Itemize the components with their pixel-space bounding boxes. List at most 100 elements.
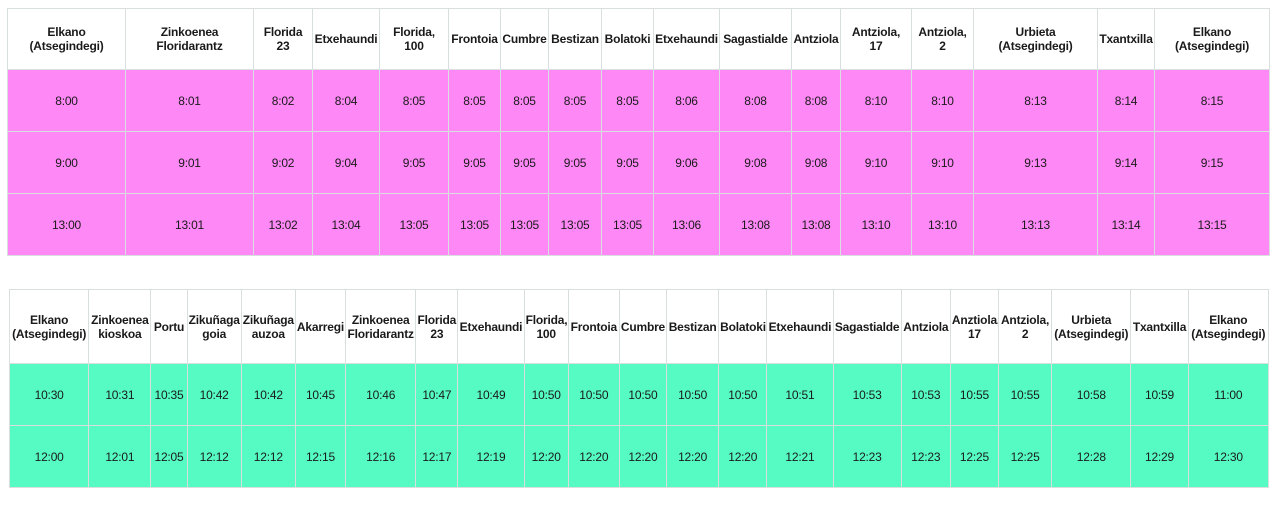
departure-time-cell: 9:15 (1154, 131, 1270, 194)
departure-time-cell: 12:28 (1051, 425, 1132, 488)
departure-time-cell: 9:10 (911, 131, 974, 194)
departure-time-cell: 10:35 (150, 363, 188, 426)
departure-time-cell: 8:14 (1097, 69, 1155, 132)
stop-name-header: Etxehaundi (312, 8, 380, 70)
departure-time-cell: 8:05 (601, 69, 654, 132)
departure-time-cell: 9:10 (840, 131, 912, 194)
departure-time-cell: 12:20 (523, 425, 569, 488)
timetable-morning: Elkano (Atsegindegi) Zinkoenea Floridaran… (7, 8, 1270, 256)
departure-time-cell: 9:06 (653, 131, 720, 194)
departure-time-cell: 9:00 (7, 131, 126, 194)
departure-time-cell: 12:21 (766, 425, 834, 488)
departure-time-cell: 10:55 (949, 363, 1000, 426)
stop-name-header: Antziola, 17 (840, 8, 912, 70)
departure-time-cell: 12:17 (415, 425, 459, 488)
stop-name-header: Txantxilla (1130, 289, 1189, 364)
stop-name-header: Elkano (Atsegindegi) (1187, 289, 1270, 364)
stop-name-header: Urbieta (Atsegindegi) (973, 8, 1098, 70)
stop-name-header: Antziola, 2 (911, 8, 974, 70)
departure-time-cell: 12:00 (8, 425, 90, 488)
departure-time-cell: 8:13 (973, 69, 1098, 132)
departure-time-cell: 12:16 (345, 425, 417, 488)
departure-time-cell: 12:29 (1130, 425, 1189, 488)
departure-time-cell: 13:05 (448, 193, 501, 256)
stop-name-header: Urbieta (Atsegindegi) (1051, 289, 1132, 364)
departure-time-cell: 9:02 (253, 131, 313, 194)
departure-time-cell: 12:23 (832, 425, 902, 488)
departure-time-cell: 9:13 (973, 131, 1098, 194)
departure-time-cell: 12:20 (618, 425, 668, 488)
departure-time-cell: 12:20 (718, 425, 768, 488)
stop-name-header: Florida 23 (253, 8, 313, 70)
departure-time-cell: 8:01 (125, 69, 254, 132)
departure-time-cell: 10:50 (523, 363, 569, 426)
departure-time-cell: 10:58 (1051, 363, 1132, 426)
departure-row: 8:00 8:01 8:02 8:04 8:05 8:05 8:05 8:05 8:05 8:06… (7, 69, 1270, 132)
departure-row: 12:00 12:01 12:05 12:12 12:12 12:15 12:16 12:17… (8, 425, 1270, 488)
stop-name-header: Zikuñaga goia (186, 289, 242, 364)
departures-body: 10:30 10:31 10:35 10:42 10:42 10:45 10:46 10:47… (8, 363, 1270, 488)
stop-name-header: Txantxilla (1097, 8, 1155, 70)
departure-time-cell: 10:50 (567, 363, 620, 426)
stop-name-header: Cumbre (500, 8, 549, 70)
departure-time-cell: 9:08 (719, 131, 792, 194)
departure-time-cell: 10:42 (240, 363, 296, 426)
departure-time-cell: 8:00 (7, 69, 126, 132)
stop-name-header: Zinkoenea Floridarantz (125, 8, 254, 70)
stop-name-header: Portu (150, 289, 188, 364)
stop-name-header: Frontoia (567, 289, 620, 364)
timetable-midday: Elkano (Atsegindegi) Zinkoenea kioskoa Por… (8, 289, 1270, 488)
stop-name-header: Zinkoenea Floridarantz (345, 289, 417, 364)
departure-row: 13:00 13:01 13:02 13:04 13:05 13:05 13:05 13:05… (7, 193, 1270, 256)
departure-time-cell: 8:10 (911, 69, 974, 132)
departure-time-cell: 10:49 (457, 363, 525, 426)
departure-time-cell: 8:04 (312, 69, 380, 132)
departure-time-cell: 8:05 (500, 69, 549, 132)
stop-name-header: Florida, 100 (379, 8, 449, 70)
departure-time-cell: 9:05 (548, 131, 602, 194)
departure-row: 9:00 9:01 9:02 9:04 9:05 9:05 9:05 9:05 9:05 9:06… (7, 131, 1270, 194)
stops-header-row: Elkano (Atsegindegi) Zinkoenea kioskoa Por… (8, 289, 1270, 364)
header-row: Elkano (Atsegindegi) Zinkoenea Floridaran… (7, 8, 1270, 70)
stop-name-header: Bolatoki (601, 8, 654, 70)
departure-time-cell: 13:00 (7, 193, 126, 256)
departure-time-cell: 10:59 (1130, 363, 1189, 426)
departure-time-cell: 8:06 (653, 69, 720, 132)
stop-name-header: Florida 23 (415, 289, 459, 364)
stop-name-header: Florida, 100 (523, 289, 569, 364)
stop-name-header: Anztiola, 17 (949, 289, 1000, 364)
departure-time-cell: 10:30 (8, 363, 90, 426)
departure-row: 10:30 10:31 10:35 10:42 10:42 10:45 10:46 10:47… (8, 363, 1270, 426)
stop-name-header: Antziola (791, 8, 841, 70)
stop-name-header: Elkano (Atsegindegi) (7, 8, 126, 70)
departure-time-cell: 9:01 (125, 131, 254, 194)
departure-time-cell: 10:53 (832, 363, 902, 426)
stop-name-header: Zikuñaga auzoa (240, 289, 296, 364)
departure-time-cell: 10:47 (415, 363, 459, 426)
departure-time-cell: 13:01 (125, 193, 254, 256)
stop-name-header: Sagastialde (832, 289, 902, 364)
departure-time-cell: 10:31 (88, 363, 152, 426)
departure-time-cell: 13:05 (379, 193, 449, 256)
stop-name-header: Elkano (Atsegindegi) (8, 289, 90, 364)
departure-time-cell: 12:25 (949, 425, 1000, 488)
departure-time-cell: 12:01 (88, 425, 152, 488)
departure-time-cell: 10:46 (345, 363, 417, 426)
departure-time-cell: 9:05 (379, 131, 449, 194)
departure-time-cell: 12:12 (240, 425, 296, 488)
departure-time-cell: 10:50 (718, 363, 768, 426)
departure-time-cell: 10:51 (766, 363, 834, 426)
departure-time-cell: 9:05 (448, 131, 501, 194)
departure-time-cell: 8:05 (448, 69, 501, 132)
departure-time-cell: 10:55 (997, 363, 1053, 426)
departure-time-cell: 12:30 (1187, 425, 1270, 488)
stop-name-header: Etxehaundi (457, 289, 525, 364)
stop-name-header: Elkano (Atsegindegi) (1154, 8, 1270, 70)
stop-name-header: Antziola (900, 289, 951, 364)
departures-body: 8:00 8:01 8:02 8:04 8:05 8:05 8:05 8:05 8:05 8:06… (7, 69, 1270, 256)
departure-time-cell: 12:12 (186, 425, 242, 488)
stop-name-header: Etxehaundi (766, 289, 834, 364)
departure-time-cell: 13:06 (653, 193, 720, 256)
departure-time-cell: 12:23 (900, 425, 951, 488)
stop-name-header: Sagastialde (719, 8, 792, 70)
